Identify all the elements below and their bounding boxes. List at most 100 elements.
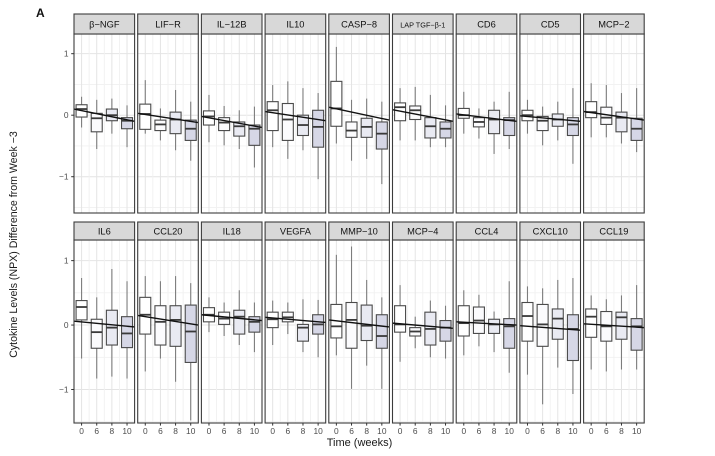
x-axis-title: Time (weeks) bbox=[326, 437, 393, 449]
x-tick-label: 6 bbox=[413, 426, 418, 436]
facet: CXCL10 0 6 8 10 bbox=[519, 221, 582, 436]
facet: CD6 bbox=[455, 13, 518, 214]
x-tick-label: 6 bbox=[158, 426, 163, 436]
box bbox=[394, 305, 407, 333]
facet-label: LAP TGF−β-1 bbox=[400, 20, 445, 29]
facet-label: β−NGF bbox=[89, 19, 120, 29]
box bbox=[536, 303, 549, 347]
x-tick-label: 6 bbox=[540, 426, 545, 436]
facet: IL6 0 6 8 10 bbox=[73, 221, 136, 436]
facet-label: CD5 bbox=[541, 19, 560, 29]
trend-line bbox=[392, 108, 454, 123]
box bbox=[424, 117, 437, 139]
box bbox=[360, 117, 373, 138]
facet-strip bbox=[455, 221, 518, 241]
facet: CCL20 0 6 8 10 bbox=[137, 221, 199, 436]
x-tick-label: 10 bbox=[122, 426, 132, 436]
facet-label: VEGFA bbox=[280, 226, 312, 236]
facet: VEGFA 0 6 8 10 bbox=[264, 221, 327, 436]
trend-line bbox=[328, 319, 390, 328]
facet: IL18 0 6 8 10 bbox=[200, 221, 263, 436]
x-tick-label: 6 bbox=[94, 426, 99, 436]
x-tick-label: 6 bbox=[285, 426, 290, 436]
y-tick-label: −1 bbox=[59, 384, 69, 394]
facet: LIF−R bbox=[137, 13, 199, 214]
trend-line bbox=[264, 110, 326, 122]
x-tick-label: 6 bbox=[349, 426, 354, 436]
x-tick-label: 10 bbox=[313, 426, 323, 436]
facet-label: IL10 bbox=[286, 19, 304, 29]
facet: MCP−2 bbox=[583, 13, 645, 214]
x-tick-label: 8 bbox=[492, 426, 497, 436]
facet: MCP−4 0 6 8 10 bbox=[391, 221, 454, 436]
trend-line bbox=[73, 320, 135, 328]
box bbox=[566, 314, 579, 362]
facet: IL10 bbox=[264, 13, 327, 214]
box bbox=[439, 121, 452, 139]
y-tick-label: 1 bbox=[64, 49, 69, 59]
trend-line bbox=[456, 321, 517, 326]
facet-label: IL6 bbox=[98, 226, 111, 236]
x-tick-label: 10 bbox=[441, 426, 451, 436]
box bbox=[488, 109, 501, 135]
box bbox=[266, 101, 279, 132]
box bbox=[218, 117, 231, 132]
box bbox=[630, 318, 643, 351]
facet-strip bbox=[328, 13, 390, 35]
box bbox=[585, 101, 598, 119]
x-tick-label: 0 bbox=[270, 426, 275, 436]
box bbox=[90, 112, 103, 133]
facet-label: CD6 bbox=[477, 19, 496, 29]
x-tick-label: 8 bbox=[619, 426, 624, 436]
trend-line bbox=[583, 323, 645, 329]
box bbox=[503, 117, 516, 137]
x-tick-label: 8 bbox=[173, 426, 178, 436]
x-tick-label: 0 bbox=[589, 426, 594, 436]
y-tick-label: 0 bbox=[64, 320, 69, 330]
box bbox=[457, 107, 470, 119]
x-tick-label: 8 bbox=[555, 426, 560, 436]
box bbox=[233, 121, 246, 137]
facet-label: CCL19 bbox=[599, 226, 628, 236]
trend-line bbox=[456, 113, 517, 123]
box bbox=[75, 300, 88, 321]
facet-strip bbox=[264, 221, 327, 241]
x-tick-label: 10 bbox=[632, 426, 642, 436]
box bbox=[585, 308, 598, 338]
y-tick-label: 0 bbox=[64, 110, 69, 120]
x-tick-label: 10 bbox=[377, 426, 387, 436]
facet-label: MCP−4 bbox=[407, 226, 438, 236]
x-tick-label: 8 bbox=[364, 426, 369, 436]
facet: MMP−10 0 6 8 10 bbox=[328, 221, 390, 436]
facet-strip bbox=[583, 13, 645, 35]
box bbox=[521, 301, 534, 342]
box bbox=[154, 119, 167, 132]
x-tick-label: 0 bbox=[143, 426, 148, 436]
box bbox=[551, 308, 564, 340]
facet-strip bbox=[137, 221, 199, 241]
box bbox=[154, 305, 167, 346]
x-tick-label: 0 bbox=[79, 426, 84, 436]
facet-label: CCL20 bbox=[154, 226, 183, 236]
box bbox=[375, 121, 388, 150]
trend-line bbox=[137, 314, 199, 326]
facet-label: IL−12B bbox=[217, 19, 247, 29]
box bbox=[488, 318, 501, 334]
box bbox=[296, 323, 310, 342]
facet-strip bbox=[73, 13, 136, 35]
x-tick-label: 8 bbox=[301, 426, 306, 436]
box bbox=[169, 111, 182, 135]
facet: CASP−8 bbox=[328, 13, 390, 214]
facet-strip bbox=[200, 13, 263, 35]
facet-label: CASP−8 bbox=[341, 19, 377, 29]
box bbox=[566, 117, 579, 137]
trend-line bbox=[265, 316, 326, 324]
box bbox=[90, 318, 103, 349]
facet-strip bbox=[583, 221, 645, 241]
box bbox=[233, 309, 246, 335]
box bbox=[139, 103, 152, 130]
facet: CCL4 0 6 8 10 bbox=[455, 221, 518, 436]
facet-strip bbox=[200, 221, 263, 241]
facet: IL−12B bbox=[200, 13, 263, 214]
